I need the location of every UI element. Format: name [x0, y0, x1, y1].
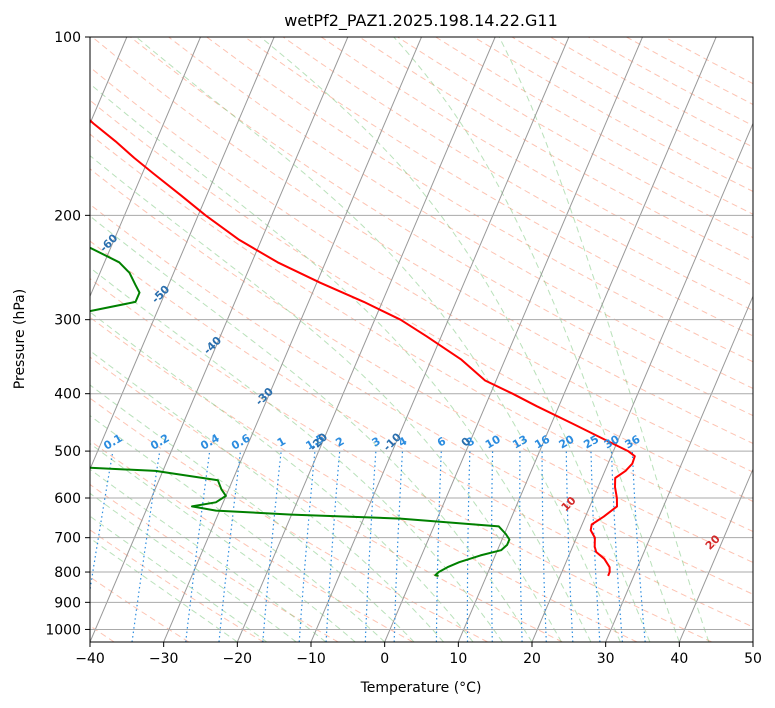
- isotherm-line: [236, 37, 496, 642]
- moist-adiabat-line: [90, 515, 268, 642]
- profile-lines: [90, 119, 636, 577]
- moist-adiabat-line: [90, 267, 503, 642]
- mixing-ratio-line: [218, 451, 242, 642]
- moist-adiabat-line: [90, 468, 327, 642]
- mixing-ratio-line: [185, 451, 211, 642]
- isotherm-line: [90, 37, 349, 642]
- plot-frame: [89, 36, 754, 643]
- y-tick-label: 500: [54, 444, 81, 460]
- isotherm-line: [163, 37, 422, 642]
- dry-adiabat-line: [90, 529, 264, 642]
- isotherm-line: [457, 37, 717, 642]
- temperature-profile-line: [90, 119, 636, 577]
- dry-adiabat-line: [244, 37, 753, 337]
- mixing-ratio-line: [298, 451, 316, 642]
- axes: −40 −30 −20 −10 0 10 20 30 40 50 100 200 300 400 500 60…: [45, 30, 762, 667]
- chart-title: wetPf2_PAZ1.2025.198.14.22.G11: [284, 11, 558, 31]
- y-tick-label: 800: [54, 565, 81, 581]
- dry-adiabat-line: [282, 37, 753, 312]
- y-tick-label: 1000: [45, 622, 81, 638]
- dry-adiabat-line: [90, 316, 638, 642]
- moist-adiabat-line: [90, 215, 533, 642]
- moist-adiabat-line: [135, 37, 621, 642]
- x-tick-label: −40: [75, 651, 105, 667]
- isotherm-line: [384, 37, 643, 642]
- dry-adiabat-line: [90, 356, 563, 642]
- mixing-ratio-line: [435, 451, 442, 642]
- x-tick-label: −30: [149, 651, 179, 667]
- mixing-ratio-line: [490, 451, 494, 642]
- y-axis-label: Pressure (hPa): [12, 289, 28, 389]
- x-tick-label: 40: [670, 651, 688, 667]
- moist-adiabat-line: [498, 37, 710, 642]
- mixing-ratio-line: [364, 451, 377, 642]
- moist-adiabat-line: [90, 350, 444, 642]
- isotherm-line: [605, 295, 753, 642]
- y-tick-label: 400: [54, 387, 81, 403]
- mixing-ratio-line: [466, 451, 471, 642]
- moist-adiabat-line: [393, 37, 680, 642]
- moist-adiabat-line: [90, 415, 386, 642]
- dry-adiabat-line: [90, 240, 753, 628]
- x-tick-label: 30: [597, 651, 615, 667]
- x-tick-label: −10: [296, 651, 326, 667]
- isotherm-line: [310, 37, 570, 642]
- x-tick-label: −20: [223, 651, 253, 667]
- x-tick-label: 20: [523, 651, 541, 667]
- moist-adiabat-line: [90, 155, 562, 642]
- x-tick-label: 10: [449, 651, 467, 667]
- dry-adiabat-line: [90, 278, 712, 642]
- mixing-ratio-line: [90, 450, 114, 594]
- y-tick-label: 700: [54, 531, 81, 547]
- dry-adiabat-line: [90, 99, 753, 502]
- x-tick-label: 50: [744, 651, 762, 667]
- y-tick-label: 300: [54, 313, 81, 329]
- y-tick-label: 100: [54, 30, 81, 46]
- dry-adiabat-line: [90, 483, 339, 642]
- moist-adiabat-line: [90, 311, 474, 642]
- mixing-ratio-line: [131, 451, 161, 642]
- mixing-ratio-line: [325, 451, 341, 642]
- isotherm-line: [90, 37, 275, 471]
- mixing-ratio-line: [610, 451, 623, 642]
- mixing-ratio-line: [590, 451, 601, 642]
- isotherm-line: [531, 122, 753, 642]
- background-lines: [90, 37, 753, 642]
- mixing-ratio-line: [519, 451, 523, 642]
- x-axis-label: Temperature (°C): [360, 680, 482, 696]
- mixing-ratio-line: [262, 451, 282, 642]
- mixing-ratio-line: [631, 451, 646, 642]
- isotherm-line: [678, 467, 753, 642]
- moist-adiabat-line: [260, 37, 651, 642]
- dry-adiabat-line: [91, 37, 753, 445]
- mixing-ratio-line: [393, 451, 404, 642]
- moist-adiabat-line: [90, 537, 238, 642]
- dry-adiabat-line: [90, 203, 753, 595]
- dry-adiabat-line: [168, 37, 753, 389]
- x-tick-label: 0: [380, 651, 389, 667]
- y-tick-label: 900: [54, 595, 81, 611]
- y-tick-label: 200: [54, 208, 81, 224]
- moist-adiabat-line: [90, 492, 297, 642]
- dewpoint-profile-line: [90, 246, 511, 577]
- dry-adiabat-line: [130, 37, 753, 417]
- y-tick-label: 600: [54, 491, 81, 507]
- isotherm-line: [90, 37, 201, 298]
- mixing-ratio-line: [541, 451, 547, 642]
- mixing-ratio-line: [565, 451, 574, 642]
